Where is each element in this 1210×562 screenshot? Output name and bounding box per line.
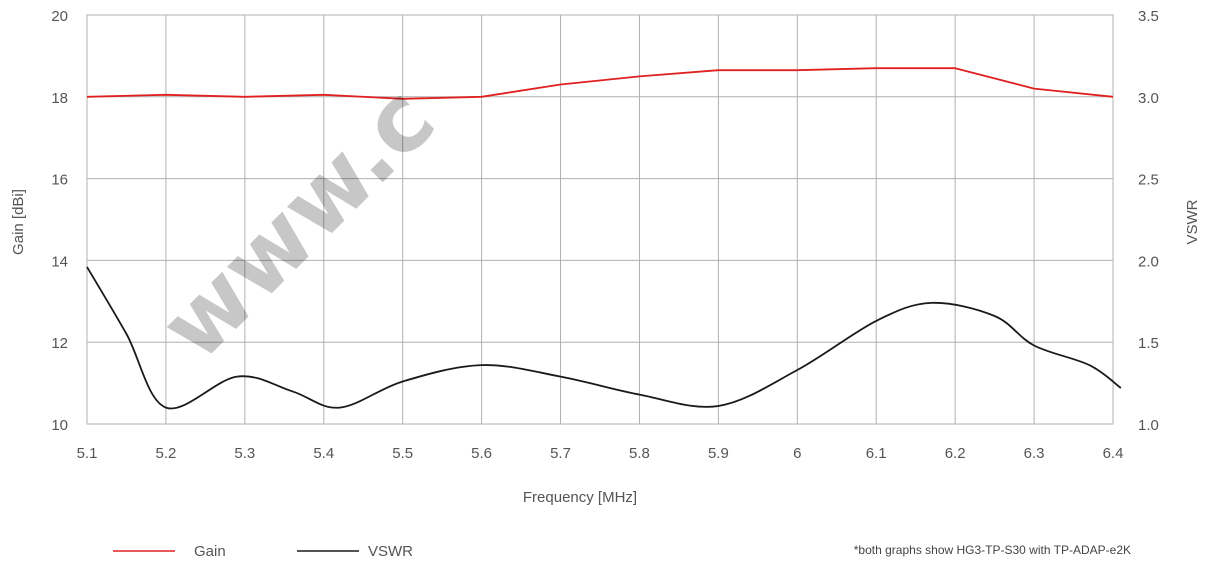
series-line-gain (86, 67, 1114, 100)
legend-gain-label: Gain (194, 543, 226, 560)
x-axis-title: Frequency [MHz] (523, 489, 637, 506)
x-tick-label: 5.1 (77, 445, 98, 462)
y-left-tick-labels: 10 12 14 16 18 20 (51, 8, 68, 434)
watermark: www.c (140, 65, 455, 380)
x-tick-label: 6.2 (945, 445, 966, 462)
x-tick-label: 5.3 (234, 445, 255, 462)
footnote: *both graphs show HG3-TP-S30 with TP-ADA… (854, 543, 1131, 557)
y-left-tick-label: 20 (51, 8, 68, 25)
x-tick-label: 6 (793, 445, 801, 462)
y-right-tick-label: 1.5 (1138, 335, 1159, 352)
y-left-tick-label: 12 (51, 335, 68, 352)
x-tick-label: 6.4 (1103, 445, 1124, 462)
x-tick-label: 5.8 (629, 445, 650, 462)
legend: Gain VSWR (113, 543, 413, 560)
y-right-tick-label: 2.0 (1138, 253, 1159, 270)
y-right-axis-title: VSWR (1184, 199, 1201, 244)
x-tick-label: 5.2 (155, 445, 176, 462)
x-tick-labels: 5.1 5.2 5.3 5.4 5.5 5.6 5.7 5.8 5.9 6 6.1 6.2 6.3 6.4 (77, 445, 1124, 462)
series-line-vswr (86, 266, 1122, 410)
legend-vswr-label: VSWR (368, 543, 413, 560)
y-right-tick-label: 2.5 (1138, 172, 1159, 189)
y-left-tick-label: 14 (51, 253, 68, 270)
grid-lines (86, 14, 1114, 425)
y-left-tick-label: 16 (51, 172, 68, 189)
y-left-tick-label: 18 (51, 90, 68, 107)
x-tick-label: 5.6 (471, 445, 492, 462)
y-right-tick-labels: 1.0 1.5 2.0 2.5 3.0 3.5 (1138, 8, 1159, 434)
x-tick-label: 6.1 (866, 445, 887, 462)
x-tick-label: 6.3 (1024, 445, 1045, 462)
y-right-tick-label: 3.0 (1138, 90, 1159, 107)
y-left-tick-label: 10 (51, 417, 68, 434)
series-lines (86, 67, 1122, 410)
x-tick-label: 5.4 (313, 445, 334, 462)
x-tick-label: 5.7 (550, 445, 571, 462)
y-left-axis-title: Gain [dBi] (10, 189, 27, 255)
y-right-tick-label: 3.5 (1138, 8, 1159, 25)
x-tick-label: 5.9 (708, 445, 729, 462)
x-tick-label: 5.5 (392, 445, 413, 462)
y-right-tick-label: 1.0 (1138, 417, 1159, 434)
